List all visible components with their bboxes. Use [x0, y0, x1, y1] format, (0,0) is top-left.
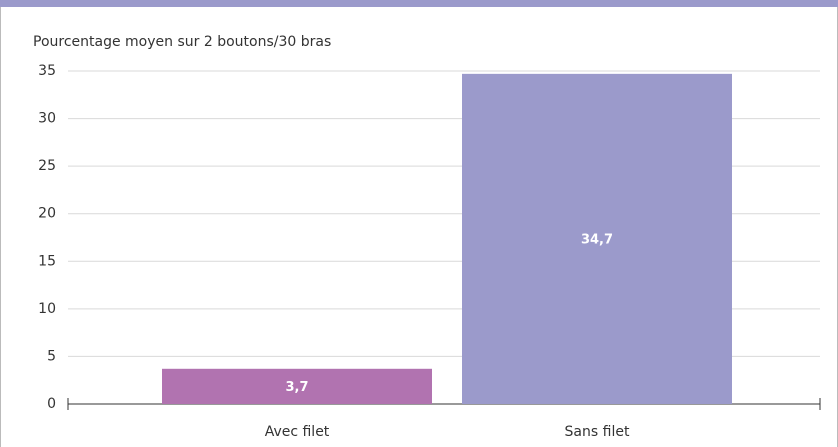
y-tick-label: 5 [47, 348, 56, 364]
y-tick-label: 0 [47, 396, 56, 412]
x-tick-label: Sans filet [565, 424, 630, 440]
top-band [0, 0, 838, 7]
bar [162, 368, 432, 404]
y-tick-label: 10 [38, 301, 56, 317]
y-tick-label: 15 [38, 253, 56, 269]
bar [462, 73, 732, 405]
y-tick-label: 35 [38, 63, 56, 79]
chart-title: Pourcentage moyen sur 2 boutons/30 bras [33, 34, 331, 50]
value-label: 3,7 [285, 380, 308, 395]
y-tick-label: 20 [38, 206, 56, 222]
y-tick-label: 30 [38, 111, 56, 127]
y-tick-label: 25 [38, 158, 56, 174]
x-tick-label: Avec filet [265, 424, 330, 440]
value-label: 34,7 [581, 232, 613, 247]
